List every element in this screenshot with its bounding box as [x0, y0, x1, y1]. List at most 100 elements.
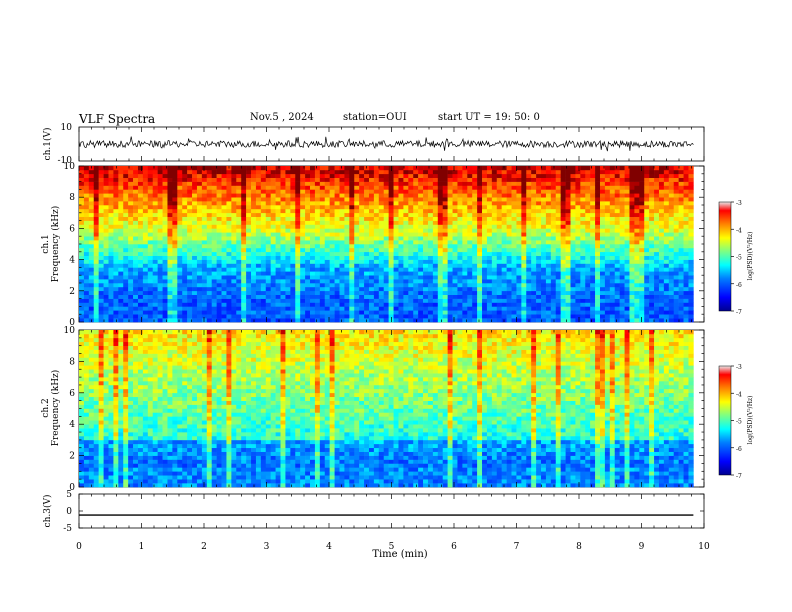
spectrogram-cell — [496, 244, 502, 249]
spectrogram-cell — [408, 267, 414, 272]
spectrogram-cell — [663, 283, 670, 288]
spectrogram-cell — [349, 259, 355, 264]
spectrogram-cell — [595, 185, 601, 190]
spectrogram-cell — [462, 290, 468, 295]
spectrogram-cell — [231, 294, 237, 299]
spectrogram-cell — [255, 201, 262, 206]
spectrogram-cell — [491, 314, 498, 319]
spectrogram-cell — [142, 267, 149, 272]
spectrogram-cell — [550, 173, 557, 178]
spectrogram-cell — [477, 232, 483, 237]
spectrogram-cell — [418, 306, 424, 311]
spectrogram-cell — [290, 177, 296, 182]
spectrogram-cell — [172, 189, 178, 194]
spectrogram-cell — [211, 173, 217, 178]
spectrogram-cell — [359, 228, 365, 233]
spectrogram-cell — [157, 193, 163, 198]
spectrogram-cell — [427, 236, 434, 241]
spectrogram-cell — [93, 228, 99, 233]
spectrogram-cell — [314, 302, 321, 307]
spectrogram-cell — [526, 212, 532, 217]
spectrogram-cell — [251, 220, 257, 225]
spectrogram-cell — [123, 279, 129, 284]
spectrogram-cell — [472, 271, 478, 276]
spectrogram-cell — [457, 290, 463, 295]
spectrogram-cell — [373, 263, 380, 268]
spectrogram-cell — [639, 173, 645, 178]
spectrogram-cell — [526, 314, 532, 319]
spectrogram-cell — [103, 314, 109, 319]
spectrogram-cell — [280, 240, 286, 245]
spectrogram-cell — [555, 251, 561, 256]
spectrogram-cell — [265, 279, 271, 284]
spectrogram-cell — [177, 294, 183, 299]
spectrogram-cell — [211, 283, 217, 288]
spectrogram-cell — [560, 212, 566, 217]
spectrogram-cell — [88, 220, 95, 225]
spectrogram-cell — [496, 201, 502, 206]
spectrogram-cell — [226, 193, 232, 198]
spectrogram-cell — [472, 290, 478, 295]
spectrogram-cell — [565, 185, 571, 190]
spectrogram-cell — [491, 263, 498, 268]
spectrogram-cell — [103, 197, 109, 202]
spectrogram-cell — [531, 220, 537, 225]
spectrogram-cell — [226, 255, 232, 260]
spectrogram-cell — [644, 271, 650, 276]
spectrogram-cell — [147, 247, 154, 253]
spectrogram-cell — [580, 220, 586, 225]
spectrogram-cell — [545, 279, 552, 284]
spectrogram-cell — [654, 236, 660, 241]
spectrogram-cell — [295, 255, 301, 260]
spectrogram-cell — [432, 298, 439, 303]
spectrogram-cell — [290, 263, 296, 268]
spectrogram-cell — [673, 259, 679, 264]
spectrogram-cell — [472, 232, 478, 237]
spectrogram-cell — [295, 244, 301, 249]
spectrogram-cell — [491, 201, 498, 206]
spectrogram-cell — [683, 251, 689, 256]
spectrogram-cell — [196, 310, 203, 315]
spectrogram-cell — [314, 310, 321, 315]
spectrogram-cell — [251, 279, 257, 284]
spectrogram-cell — [658, 294, 665, 299]
spectrogram-cell — [418, 318, 424, 323]
spectrogram-cell — [678, 216, 684, 221]
spectrogram-cell — [462, 166, 468, 171]
spectrogram-cell — [324, 220, 330, 225]
spectrogram-cell — [270, 232, 276, 237]
spectrogram-cell — [152, 193, 158, 198]
spectrogram-cell — [658, 290, 665, 295]
spectrogram-cell — [447, 216, 453, 221]
spectrogram-cell — [467, 220, 473, 225]
spectrogram-cell — [98, 310, 104, 315]
spectrogram-cell — [231, 181, 237, 186]
spectrogram-cell — [663, 177, 670, 182]
spectrogram-cell — [349, 224, 355, 229]
spectrogram-cell — [319, 177, 326, 182]
spectrogram-cell — [585, 251, 591, 256]
spectrogram-cell — [236, 220, 242, 225]
spectrogram-cell — [354, 201, 360, 206]
spectrogram-cell — [314, 205, 321, 210]
spectrogram-cell — [501, 236, 507, 241]
spectrogram-cell — [462, 193, 468, 198]
spectrogram-cell — [678, 201, 684, 206]
spectrogram-cell — [123, 224, 129, 229]
spectrogram-cell — [467, 298, 473, 303]
spectrogram-cell — [629, 236, 635, 241]
spectrogram-cell — [231, 177, 237, 182]
spectrogram-cell — [201, 298, 208, 303]
spectrogram-cell — [364, 228, 370, 233]
spectrogram-cell — [477, 302, 483, 307]
spectrogram-cell — [629, 279, 635, 284]
spectrogram-cell — [79, 212, 85, 217]
spectrogram-cell — [221, 189, 227, 194]
spectrogram-cell — [595, 247, 601, 253]
spectrogram-cell — [103, 286, 109, 292]
spectrogram-cell — [137, 251, 144, 256]
spectrogram-cell — [536, 166, 542, 171]
spectrogram-cell — [658, 224, 665, 229]
spectrogram-cell — [329, 251, 335, 256]
spectrogram-cell — [319, 181, 326, 186]
